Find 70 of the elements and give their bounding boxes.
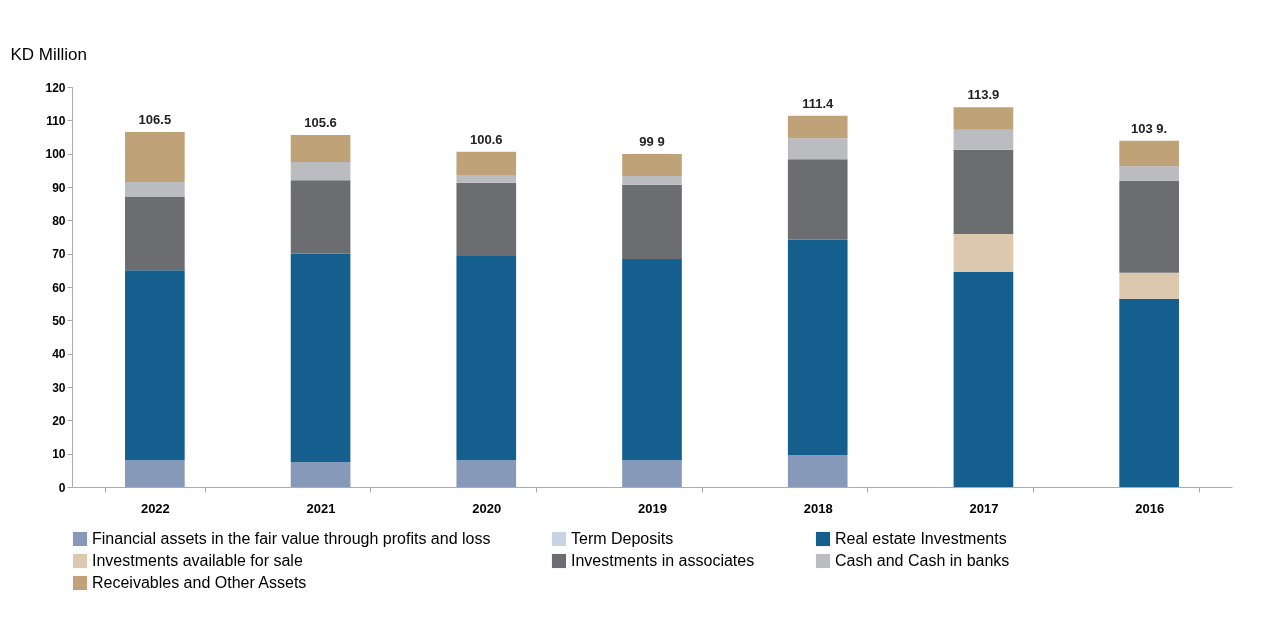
total-label: 111.4: [802, 95, 835, 111]
bar: [125, 182, 185, 197]
y-tick-label: 20: [52, 413, 66, 428]
legend-label: Investments in associates: [571, 552, 755, 569]
legend-label: Investments available for sale: [92, 552, 303, 569]
bar: [787, 239, 848, 455]
y-tick-label: 40: [52, 347, 66, 362]
bar: [290, 162, 351, 181]
bar: [622, 460, 682, 487]
bar: [953, 271, 1014, 487]
bar: [290, 135, 351, 162]
bar: [125, 460, 185, 487]
legend-label: Financial assets in the fair value through profits and loss: [92, 530, 491, 547]
x-tick-label: 2021: [306, 500, 336, 516]
total-label: 106.5: [138, 112, 172, 127]
bar: [1119, 140, 1179, 167]
bar: [456, 256, 517, 461]
bar: [456, 175, 517, 183]
bar: [787, 115, 848, 139]
y-tick-label: 110: [46, 113, 66, 128]
bar: [456, 151, 517, 175]
bar: [1119, 298, 1179, 487]
bar: [953, 234, 1014, 272]
total-label: 100.6: [470, 131, 503, 147]
y-tick-label: 10: [52, 447, 66, 462]
bar: [125, 197, 185, 271]
y-tick-label: 60: [52, 280, 66, 295]
bar: [456, 460, 517, 487]
y-tick-label: 0: [58, 480, 66, 495]
bar: [622, 184, 682, 259]
y-tick-label: 120: [45, 80, 66, 95]
bar: [125, 132, 185, 182]
total-label: 103 9.: [1131, 120, 1168, 136]
bar: [622, 259, 682, 461]
bar: [125, 270, 185, 461]
y-tick-label: 90: [52, 180, 66, 195]
total-label: 99 9: [639, 134, 665, 149]
bar: [290, 180, 351, 254]
legend-label: Term Deposits: [571, 530, 674, 547]
y-tick-label: 30: [52, 380, 66, 395]
x-tick-label: 2022: [140, 500, 170, 516]
bar: [1119, 180, 1179, 273]
y-tick-label: 100: [45, 147, 66, 162]
total-label: 105.6: [304, 115, 337, 130]
x-tick-label: 2020: [472, 500, 502, 516]
bar: [290, 253, 351, 462]
x-tick-label: 2016: [1135, 500, 1165, 516]
bar: [1119, 166, 1179, 181]
bar: [622, 176, 682, 185]
bar: [622, 154, 682, 176]
legend-label: Real estate Investments: [835, 530, 1007, 547]
y-tick-label: 80: [52, 213, 66, 228]
y-tick-label: 70: [52, 247, 66, 262]
bar: [1119, 272, 1179, 299]
total-label: 113.9: [967, 87, 1000, 103]
y-tick-label: 50: [52, 313, 66, 328]
legend-label: Cash and Cash in banks: [835, 552, 1010, 569]
x-tick-label: 2019: [638, 500, 667, 516]
bar: [787, 455, 848, 487]
x-tick-label: 2018: [803, 500, 833, 516]
bar: [953, 107, 1014, 130]
x-tick-label: 2017: [969, 500, 999, 516]
bar: [787, 138, 848, 160]
bar: [456, 182, 517, 256]
bar: [953, 149, 1014, 234]
legend-label: Receivables and Other Assets: [92, 574, 307, 591]
y-axis-title: KD Million: [10, 44, 88, 64]
bar: [290, 462, 351, 487]
bar: [953, 129, 1014, 150]
bar: [787, 159, 848, 240]
